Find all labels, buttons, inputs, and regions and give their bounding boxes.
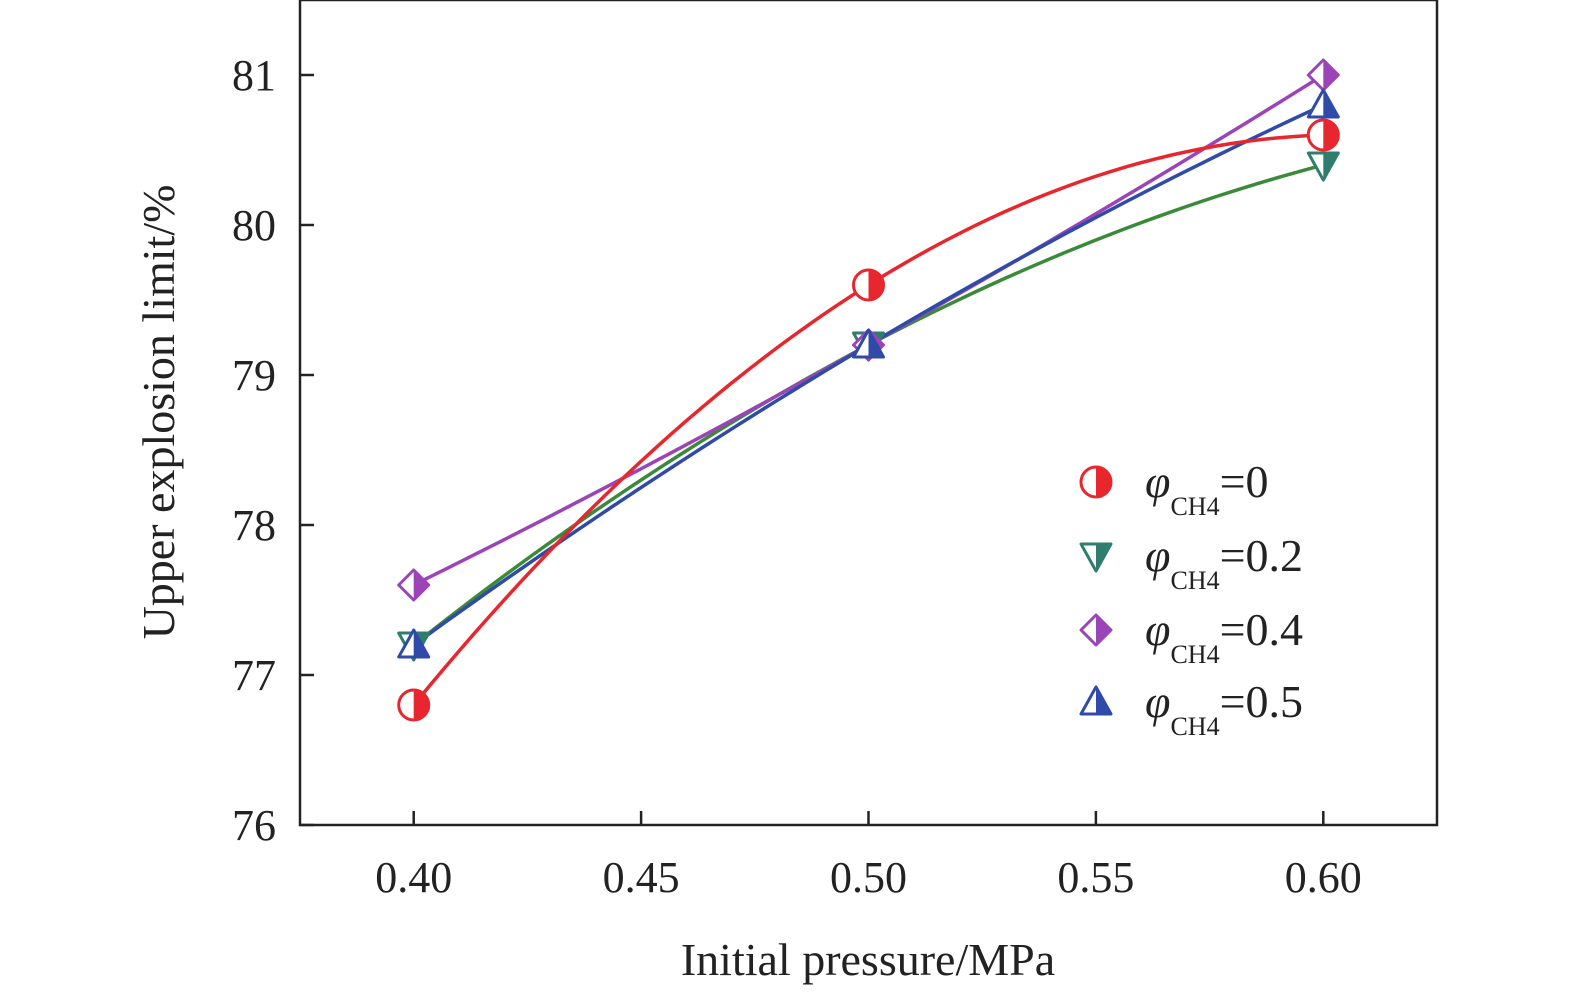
data-point (1306, 151, 1340, 182)
x-axis-title: Initial pressure/MPa (681, 934, 1055, 985)
legend-label: φCH4=0.2 (1145, 530, 1303, 595)
legend-item: φCH4=0.5 (1079, 676, 1303, 741)
series-line (412, 103, 1325, 647)
legend-marker (1079, 542, 1113, 573)
x-tick-label: 0.45 (603, 853, 680, 902)
legend-item: φCH4=0.4 (1079, 604, 1303, 669)
x-tick-label: 0.55 (1057, 853, 1134, 902)
y-tick-label: 76 (232, 801, 276, 850)
legend-item: φCH4=0.2 (1079, 530, 1303, 595)
series-line (412, 133, 1324, 707)
y-axis-title: Upper explosion limit/% (133, 185, 184, 640)
legend-item: φCH4=0 (1079, 456, 1269, 521)
legend-label: φCH4=0 (1145, 456, 1269, 521)
data-point (1306, 58, 1340, 92)
legend-subscript: CH4 (1170, 640, 1219, 669)
x-tick-label: 0.50 (830, 853, 907, 902)
legend-symbol: φ (1145, 530, 1170, 581)
legend-value: =0.4 (1220, 604, 1303, 655)
legend-label: φCH4=0.4 (1145, 604, 1303, 669)
y-axis-ticks: 76 77 78 79 80 81 (232, 51, 314, 850)
data-point (397, 688, 431, 722)
legend-marker (1079, 685, 1113, 716)
y-tick-label: 81 (232, 51, 276, 100)
legend-value: =0 (1220, 456, 1269, 507)
data-point (1306, 88, 1340, 119)
series-lines (412, 73, 1325, 707)
y-tick-label: 79 (232, 351, 276, 400)
data-point (397, 568, 431, 602)
series-markers (397, 58, 1340, 722)
data-point (852, 328, 885, 359)
data-point (1306, 118, 1340, 152)
legend-symbol: φ (1145, 456, 1170, 507)
legend-symbol: φ (1145, 676, 1170, 727)
legend-marker (1079, 465, 1113, 499)
x-axis-ticks: 0.40 0.45 0.50 0.55 0.60 (375, 811, 1362, 902)
y-tick-label: 78 (232, 501, 276, 550)
y-tick-label: 80 (232, 201, 276, 250)
legend-value: =0.5 (1220, 676, 1303, 727)
legend-marker (1079, 613, 1113, 647)
legend-subscript: CH4 (1170, 566, 1219, 595)
legend-symbol: φ (1145, 604, 1170, 655)
y-tick-label: 77 (232, 651, 276, 700)
legend-subscript: CH4 (1170, 492, 1219, 521)
data-point (397, 628, 431, 659)
x-tick-label: 0.40 (375, 853, 452, 902)
legend-label: φCH4=0.5 (1145, 676, 1303, 741)
legend-value: =0.2 (1220, 530, 1303, 581)
legend-subscript: CH4 (1170, 712, 1219, 741)
data-point (852, 268, 885, 302)
x-tick-label: 0.60 (1285, 853, 1362, 902)
